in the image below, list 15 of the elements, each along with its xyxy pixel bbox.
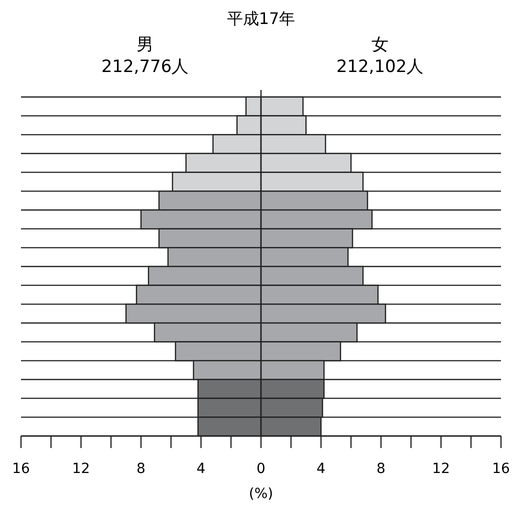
x-tick-label: 4 [196,461,206,477]
x-tick-label: 8 [136,461,146,477]
x-tick-label: 0 [256,461,266,477]
x-tick-label: 12 [432,461,450,477]
chart-title: 平成17年 [226,9,296,28]
x-tick-label: 16 [12,461,30,477]
x-tick-label: 4 [316,461,326,477]
text: 212,102人 [336,57,424,77]
x-tick-label: 12 [72,461,90,477]
text: 212,776人 [101,57,189,77]
text: 男 [136,35,154,55]
x-tick-label: 16 [492,461,510,477]
text: 女 [372,35,388,55]
x-tick-label: 8 [376,461,386,477]
x-axis-title: (%) [248,486,274,502]
